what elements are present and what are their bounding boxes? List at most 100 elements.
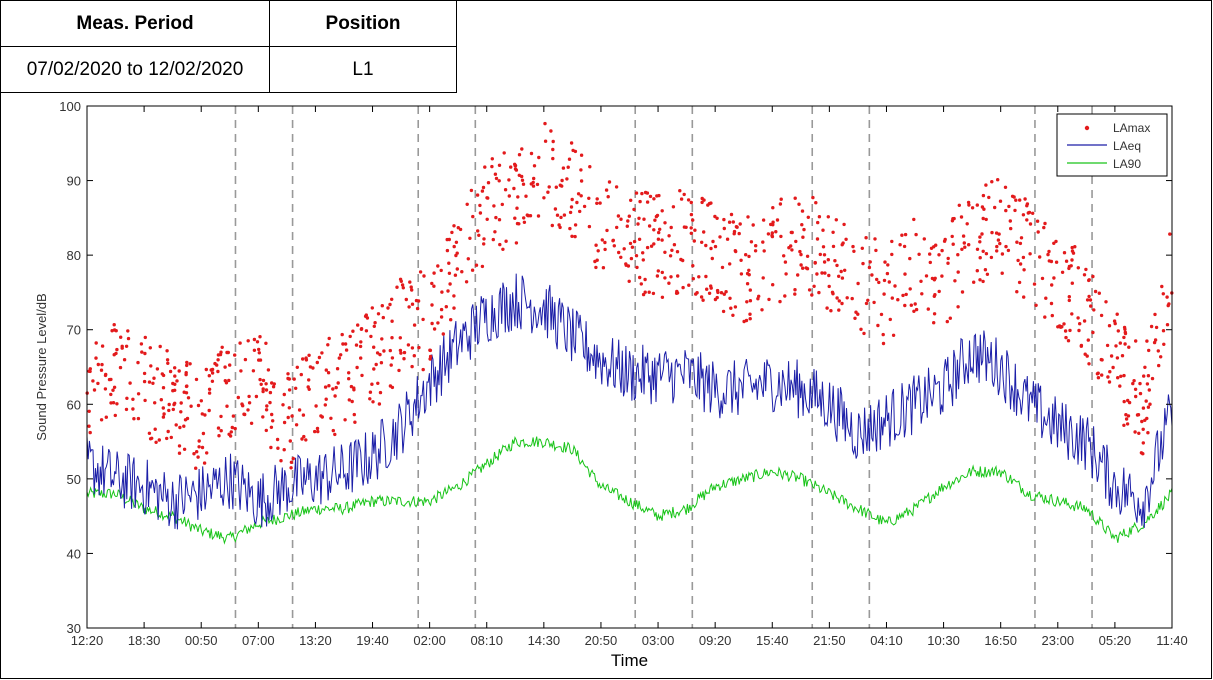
lamax-point xyxy=(333,394,337,398)
lamax-point xyxy=(406,343,411,347)
lamax-point xyxy=(201,431,206,436)
lamax-point xyxy=(1125,422,1130,426)
lamax-point xyxy=(161,415,166,419)
lamax-point xyxy=(1046,252,1050,257)
lamax-point xyxy=(373,321,377,325)
lamax-point xyxy=(358,344,363,349)
lamax-point xyxy=(766,232,771,236)
lamax-point xyxy=(480,264,485,269)
lamax-point xyxy=(172,402,176,407)
lamax-point xyxy=(111,388,115,392)
lamax-point xyxy=(412,323,417,327)
lamax-point xyxy=(820,271,824,275)
lamax-point xyxy=(960,247,964,251)
lamax-point xyxy=(984,217,988,222)
lamax-point xyxy=(1095,372,1100,376)
lamax-point xyxy=(289,460,294,464)
lamax-point xyxy=(760,308,764,312)
lamax-point xyxy=(282,448,286,452)
lamax-point xyxy=(975,203,979,207)
lamax-point xyxy=(845,296,849,300)
lamax-point xyxy=(1085,298,1090,302)
lamax-point xyxy=(1068,328,1072,333)
lamax-point xyxy=(678,189,682,193)
lamax-point xyxy=(1149,324,1154,329)
lamax-point xyxy=(246,408,250,412)
x-tick-label: 23:00 xyxy=(1042,633,1075,648)
lamax-point xyxy=(1105,343,1110,348)
lamax-point xyxy=(1131,381,1135,386)
lamax-point xyxy=(815,272,819,276)
lamax-point xyxy=(874,248,878,253)
lamax-point xyxy=(258,377,262,382)
lamax-point xyxy=(1049,301,1054,306)
lamax-point xyxy=(1093,289,1098,294)
lamax-point xyxy=(184,371,188,375)
lamax-point xyxy=(517,222,521,226)
lamax-point xyxy=(512,186,516,191)
lamax-point xyxy=(1087,362,1091,366)
lamax-point xyxy=(1087,294,1091,299)
lamax-point xyxy=(928,252,932,256)
lamax-point xyxy=(1122,373,1126,378)
lamax-point xyxy=(359,356,363,360)
lamax-point xyxy=(682,192,686,197)
lamax-point xyxy=(751,223,755,227)
x-tick-label: 10:30 xyxy=(927,633,960,648)
lamax-point xyxy=(864,236,868,240)
lamax-point xyxy=(453,273,458,277)
lamax-point xyxy=(1135,413,1140,417)
lamax-point xyxy=(301,413,306,417)
lamax-point xyxy=(390,336,394,340)
lamax-point xyxy=(860,246,864,250)
lamax-point xyxy=(264,341,268,345)
lamax-point xyxy=(903,272,907,276)
lamax-point xyxy=(932,312,937,316)
lamax-point xyxy=(436,321,440,325)
lamax-point xyxy=(513,216,517,220)
lamax-point xyxy=(1122,423,1126,427)
lamax-point xyxy=(945,319,949,324)
lamax-point xyxy=(226,350,230,355)
lamax-point xyxy=(227,432,231,436)
lamax-point xyxy=(995,244,999,249)
lamax-point xyxy=(757,294,761,298)
lamax-point xyxy=(1076,316,1080,320)
lamax-point xyxy=(630,245,635,249)
lamax-point xyxy=(333,432,337,437)
lamax-point xyxy=(264,408,269,412)
lamax-point xyxy=(571,148,575,153)
lamax-point xyxy=(207,374,211,378)
lamax-point xyxy=(565,177,569,181)
lamax-point xyxy=(372,345,376,349)
lamax-point xyxy=(881,332,885,337)
lamax-point xyxy=(632,207,636,212)
lamax-point xyxy=(879,312,884,317)
lamax-point xyxy=(843,268,847,272)
lamax-point xyxy=(639,282,643,286)
lamax-point xyxy=(981,249,985,253)
lamax-point xyxy=(269,445,273,450)
lamax-point xyxy=(985,272,990,276)
lamax-point xyxy=(100,344,105,348)
lamax-point xyxy=(125,396,129,400)
lamax-point xyxy=(1124,417,1129,421)
lamax-point xyxy=(837,274,841,278)
lamax-point xyxy=(700,240,704,244)
lamax-point xyxy=(793,196,797,200)
lamax-point xyxy=(143,398,147,403)
lamax-point xyxy=(912,217,916,222)
y-tick-label: 30 xyxy=(67,621,81,636)
period-heading: Meas. Period xyxy=(0,0,270,47)
lamax-point xyxy=(896,298,900,302)
lamax-point xyxy=(957,203,961,207)
lamax-point xyxy=(1148,402,1152,406)
lamax-point xyxy=(826,215,830,219)
lamax-point xyxy=(739,272,744,276)
lamax-point xyxy=(1043,221,1047,226)
y-tick-label: 50 xyxy=(67,472,81,487)
lamax-point xyxy=(94,356,98,360)
lamax-point xyxy=(122,358,127,362)
lamax-point xyxy=(185,363,189,368)
lamax-point xyxy=(520,174,524,179)
